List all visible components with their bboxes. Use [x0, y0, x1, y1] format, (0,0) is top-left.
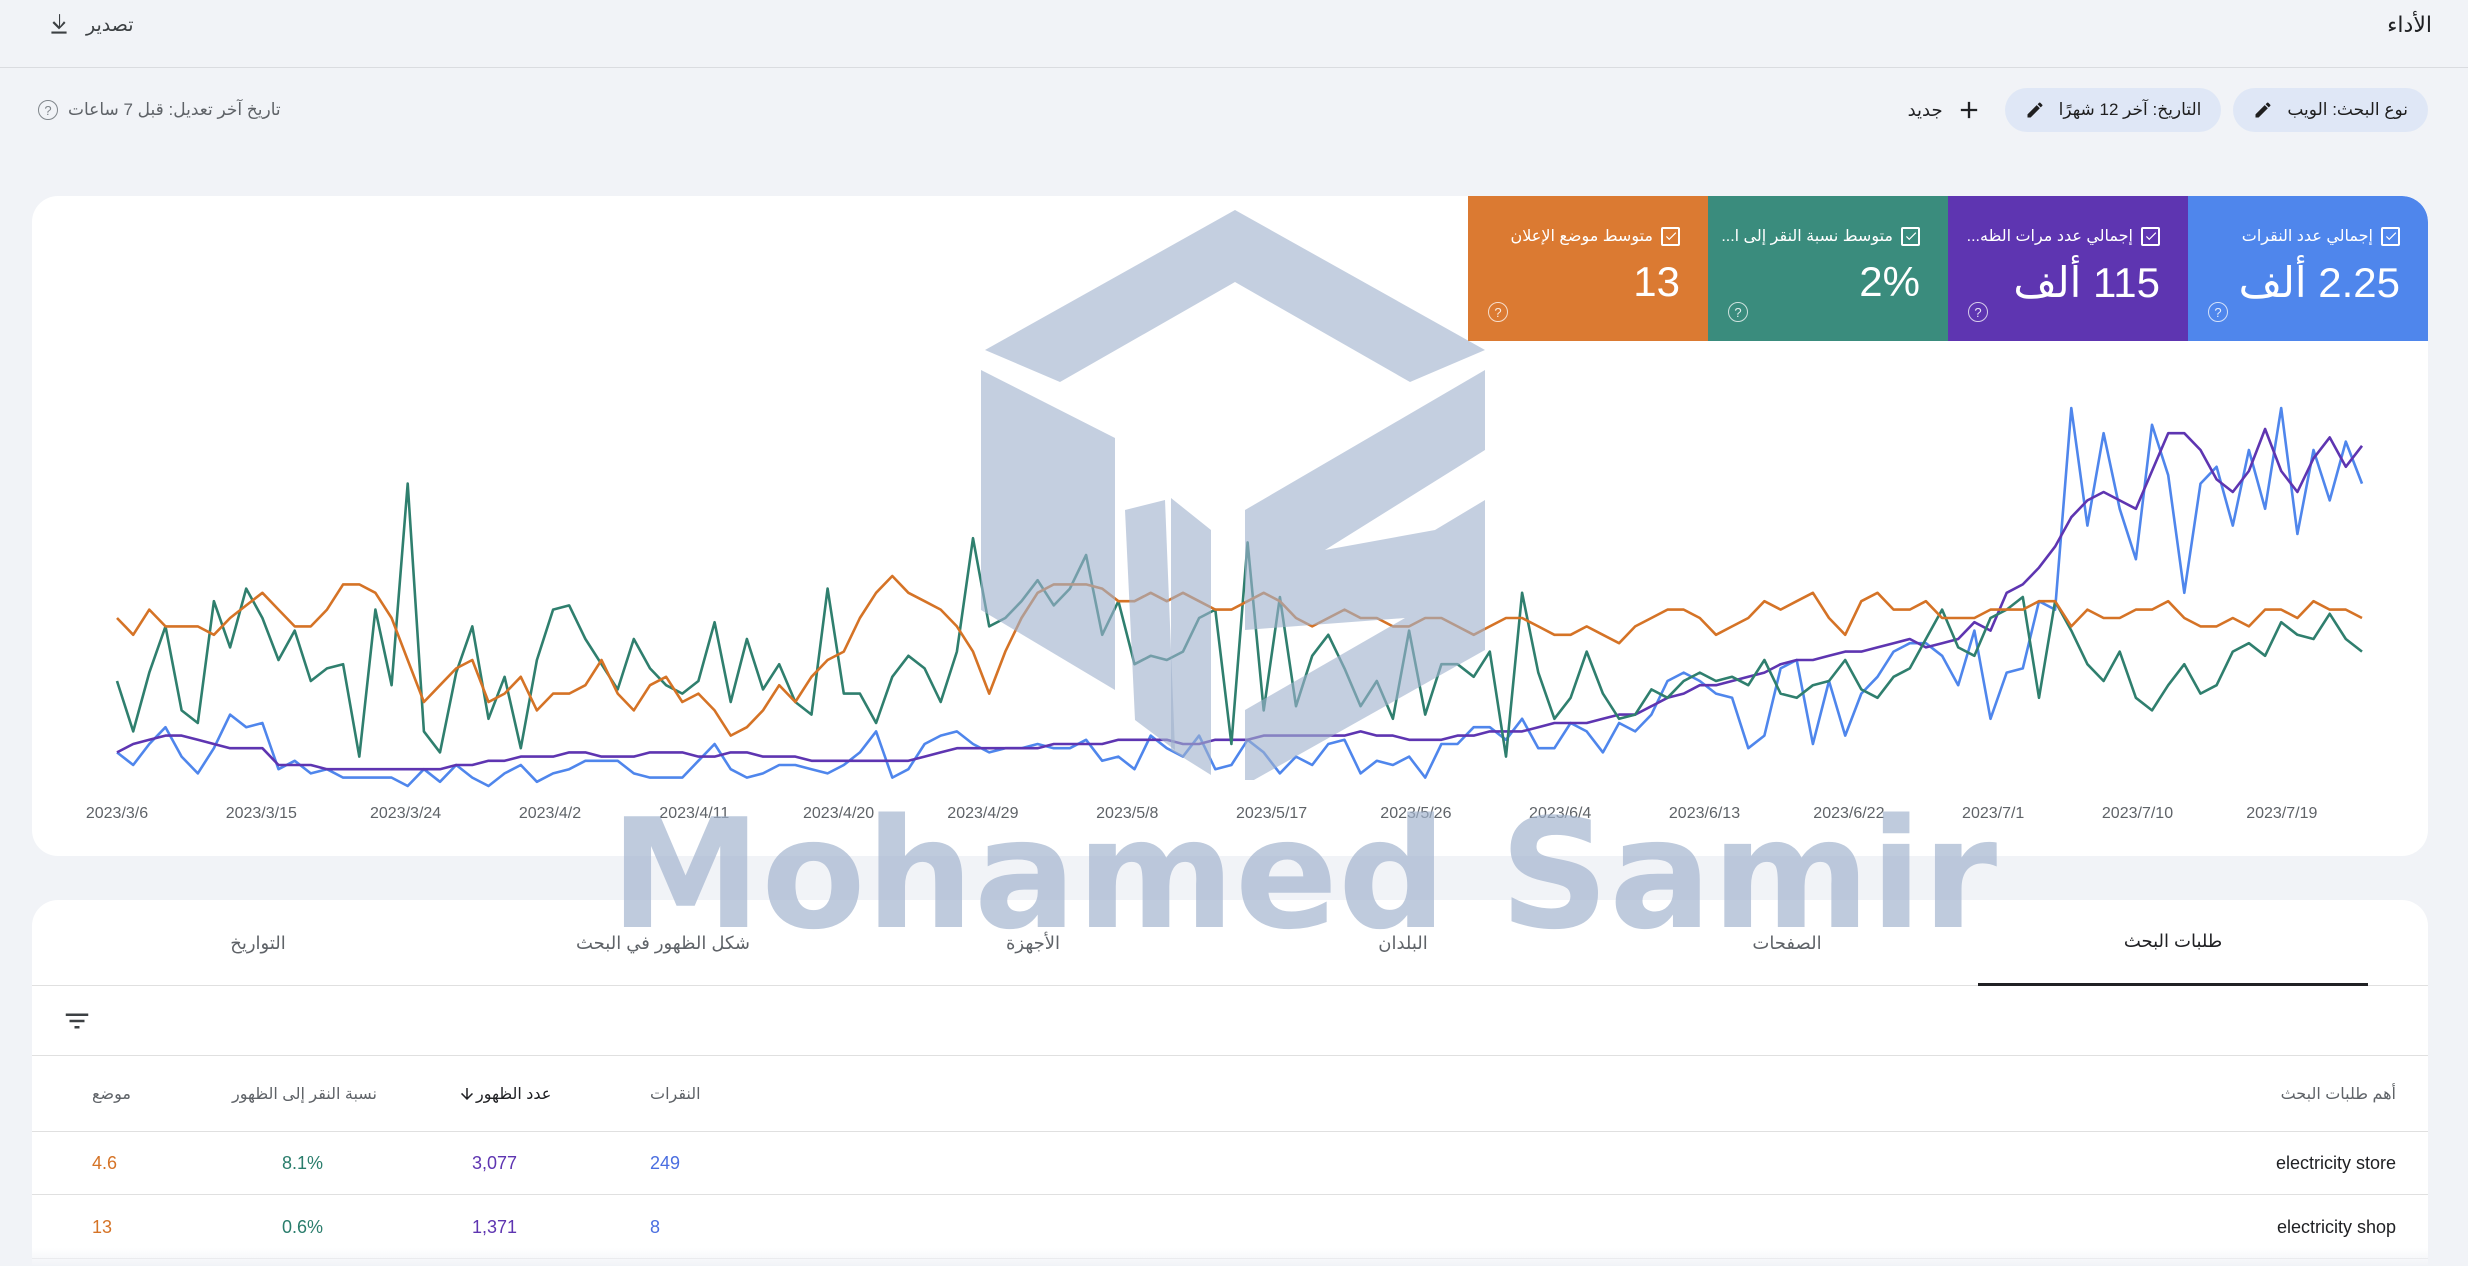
search-type-label: نوع البحث: الويب: [2287, 100, 2408, 119]
series-line-ctr: [115, 482, 2363, 758]
tab-pages[interactable]: الصفحات: [1752, 932, 1822, 953]
x-tick-label: 2023/4/11: [659, 805, 729, 822]
x-tick-label: 2023/4/29: [947, 805, 1018, 822]
metric-card-impressions[interactable]: إجمالي عدد مرات الظه... 115 ألف?: [1948, 196, 2188, 341]
row-query: electricity store: [2275, 1153, 2396, 1173]
metric-label: متوسط موضع الإعلان: [1510, 226, 1680, 246]
metric-value: 2.25 ألف: [2238, 259, 2400, 306]
metric-label-text: متوسط موضع الإعلان: [1510, 228, 1654, 245]
x-tick-label: 2023/3/15: [226, 805, 297, 822]
metric-value: 13: [1633, 258, 1680, 305]
help-icon[interactable]: ?: [1728, 302, 1748, 322]
filter-icon[interactable]: [62, 1006, 92, 1036]
table-filter-row: [32, 986, 2428, 1056]
metric-value: 2%: [1859, 258, 1920, 305]
new-filter-button[interactable]: جديد: [1898, 88, 1993, 132]
x-tick-label: 2023/5/26: [1380, 805, 1451, 822]
plus-icon: [1960, 101, 1977, 119]
x-tick-label: 2023/7/1: [1962, 805, 2024, 822]
header-position[interactable]: موضع: [92, 1086, 131, 1103]
download-icon: [51, 14, 67, 34]
help-icon[interactable]: ?: [38, 100, 58, 120]
table-header: أهم طلبات البحث النقرات عدد الظهور نسبة …: [32, 1056, 2428, 1132]
series-line-clicks: [116, 406, 2364, 788]
x-tick-label: 2023/3/6: [86, 805, 148, 822]
x-tick-label: 2023/5/17: [1236, 805, 1307, 822]
checkbox-checked-icon[interactable]: [1901, 226, 1920, 246]
date-range-chip[interactable]: التاريخ: آخر 12 شهرًا: [2004, 88, 2222, 132]
header-ctr[interactable]: نسبة النقر إلى الظهور: [232, 1086, 378, 1103]
x-tick-label: 2023/4/2: [519, 805, 581, 822]
x-tick-label: 2023/7/10: [2102, 805, 2173, 822]
x-tick-label: 2023/4/20: [803, 805, 874, 822]
metric-label-text: إجمالي عدد النقرات: [2241, 228, 2373, 245]
watermark-text: Mohamed Samir: [610, 786, 1998, 963]
pencil-icon: [2027, 102, 2043, 118]
row-position: 13: [92, 1217, 113, 1237]
watermark-logo: [981, 210, 1485, 780]
last-updated: تاريخ آخر تعديل: قبل 7 ساعات ?: [38, 96, 281, 124]
row-query: electricity shop: [2276, 1217, 2396, 1237]
last-updated-text: تاريخ آخر تعديل: قبل 7 ساعات: [68, 100, 281, 119]
performance-chart: 2023/3/6 2023/3/15 2023/3/24 2023/4/2 2023/4…: [86, 406, 2364, 822]
help-icon[interactable]: ?: [1968, 302, 1988, 322]
row-ctr: 8.1%: [282, 1153, 324, 1173]
checkbox-checked-icon[interactable]: [1661, 226, 1680, 246]
series-line-impressions: [116, 427, 2364, 771]
metric-card-ctr[interactable]: متوسط نسبة النقر إلى ا... 2%?: [1708, 196, 1948, 341]
header-clicks[interactable]: النقرات: [650, 1086, 701, 1103]
search-type-chip[interactable]: نوع البحث: الويب: [2233, 88, 2428, 132]
new-filter-label: جديد: [1907, 99, 1943, 120]
dimension-tabs: طلبات البحث الصفحات البلدان الأجهزة شكل …: [32, 900, 2428, 986]
row-position: 4.6: [92, 1153, 118, 1173]
help-icon[interactable]: ?: [1488, 302, 1508, 322]
tab-countries[interactable]: البلدان: [1378, 932, 1428, 953]
tab-queries[interactable]: طلبات البحث: [1978, 900, 2368, 986]
date-range-label: التاريخ: آخر 12 شهرًا: [2058, 100, 2202, 119]
checkbox-checked-icon[interactable]: [2381, 226, 2400, 246]
export-label: تصدير: [86, 14, 134, 36]
tab-dates[interactable]: التواريخ: [230, 932, 286, 953]
tab-devices[interactable]: الأجهزة: [1005, 932, 1061, 953]
metric-value: 115 ألف: [2013, 259, 2160, 306]
x-tick-label: 2023/6/13: [1669, 805, 1740, 822]
bottom-fade: [0, 1248, 2468, 1266]
x-tick-label: 2023/5/8: [1096, 805, 1158, 822]
export-button[interactable]: تصدير: [46, 8, 134, 42]
x-tick-label: 2023/6/4: [1529, 805, 1591, 822]
x-tick-label: 2023/3/24: [370, 805, 441, 822]
metric-label-text: إجمالي عدد مرات الظه...: [1966, 228, 2133, 245]
metric-label: إجمالي عدد مرات الظه...: [1967, 226, 2160, 246]
x-tick-label: 2023/7/19: [2246, 805, 2317, 822]
row-impressions: 1,371: [472, 1217, 518, 1237]
header-query[interactable]: أهم طلبات البحث: [2280, 1086, 2396, 1103]
table-row[interactable]: electricity store 249 3,077 8.1% 4.6: [32, 1132, 2428, 1195]
filter-bar: نوع البحث: الويب التاريخ: آخر 12 شهرًا ج…: [1898, 88, 2428, 132]
metric-card-position[interactable]: متوسط موضع الإعلان 13?: [1468, 196, 1708, 341]
header-impressions[interactable]: عدد الظهور: [452, 1056, 578, 1132]
top-bar: الأداء تصدير: [0, 0, 2468, 68]
pencil-icon: [2255, 102, 2271, 118]
checkbox-checked-icon[interactable]: [2141, 226, 2160, 246]
x-tick-label: 2023/6/22: [1813, 805, 1884, 822]
tab-search-appearance[interactable]: شكل الظهور في البحث: [576, 932, 751, 953]
performance-chart-card: 2023/3/6 2023/3/15 2023/3/24 2023/4/2 2023/4…: [32, 196, 2428, 856]
metric-label: إجمالي عدد النقرات: [2242, 226, 2400, 246]
help-icon[interactable]: ?: [2208, 302, 2228, 322]
metric-card-clicks[interactable]: إجمالي عدد النقرات 2.25 ألف?: [2188, 196, 2428, 341]
series-line-position: [116, 574, 2363, 737]
row-clicks: 249: [650, 1153, 681, 1173]
results-card: طلبات البحث الصفحات البلدان الأجهزة شكل …: [32, 900, 2428, 1266]
row-impressions: 3,077: [472, 1153, 518, 1173]
header-impressions-label: عدد الظهور: [476, 1086, 552, 1103]
page-title: الأداء: [2387, 12, 2432, 37]
row-clicks: 8: [650, 1217, 661, 1237]
arrow-down-icon: [461, 1088, 473, 1100]
metric-label: متوسط نسبة النقر إلى ا...: [1721, 226, 1920, 246]
row-ctr: 0.6%: [282, 1217, 324, 1237]
metric-label-text: متوسط نسبة النقر إلى ا...: [1721, 228, 1893, 245]
